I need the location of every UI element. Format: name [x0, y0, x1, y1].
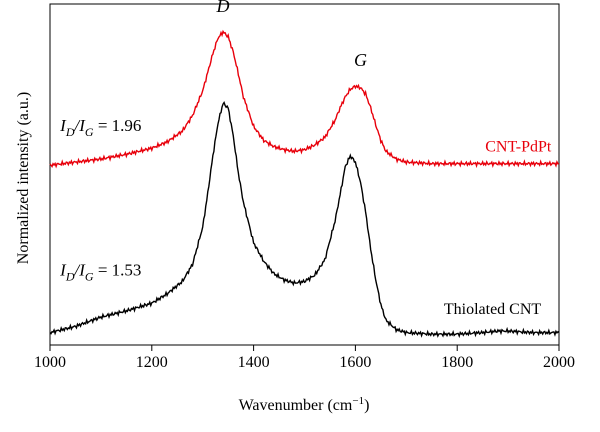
ratio-thiolated-cnt: ID/IG = 1.53 [59, 260, 141, 283]
plot-frame [49, 3, 560, 346]
series-label-thiolated-cnt: Thiolated CNT [444, 301, 542, 318]
series-layer [49, 29, 560, 339]
peak-d-label: D [216, 0, 230, 16]
annotation-layer: D G ID/IG = 1.96 ID/IG = 1.53 CNT-PdPt Thiola… [59, 0, 552, 318]
x-tick-label-1400: 1400 [238, 354, 270, 371]
series-label-cnt-pdpt: CNT-PdPt [485, 138, 552, 155]
series-line-thiolated-cnt [49, 101, 560, 339]
x-tick-label-1800: 1800 [441, 354, 473, 371]
x-tick-label-1000: 1000 [34, 354, 66, 371]
series-line-cnt-pdpt [49, 29, 560, 169]
peak-g-label: G [354, 50, 367, 70]
x-axis-label: Wavenumber (cm−1) [239, 395, 370, 414]
y-axis-label: Normalized intensity (a.u.) [15, 92, 32, 264]
x-axis-ticks: 1000 1200 1400 1600 1800 2000 [34, 345, 575, 371]
ratio-cnt-pdpt: ID/IG = 1.96 [59, 116, 141, 139]
x-tick-label-1200: 1200 [136, 354, 168, 371]
x-tick-label-1600: 1600 [339, 354, 371, 371]
x-tick-label-2000: 2000 [543, 354, 575, 371]
